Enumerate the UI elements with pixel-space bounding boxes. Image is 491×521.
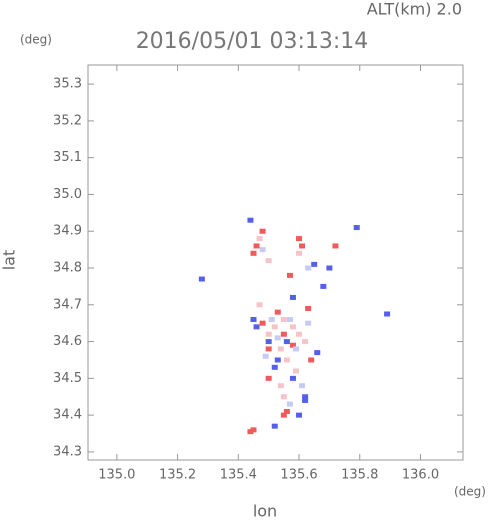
echo-point: [250, 317, 257, 323]
echo-point: [296, 331, 303, 337]
echo-point: [277, 346, 284, 352]
echo-point: [253, 243, 260, 249]
y-axis-label: lat: [0, 250, 19, 271]
echo-point: [250, 427, 257, 433]
y-tick-label: 34.5: [53, 371, 82, 386]
y-tick-label: 35.3: [53, 77, 82, 92]
echo-point: [274, 335, 281, 341]
echo-point: [302, 394, 309, 400]
echo-point: [286, 317, 293, 323]
echo-point: [286, 401, 293, 407]
y-tick-label: 35.1: [53, 150, 82, 165]
echo-point: [289, 294, 296, 300]
echo-point: [271, 324, 278, 330]
echo-point: [253, 324, 260, 330]
echo-point: [326, 265, 333, 271]
echo-point: [259, 320, 266, 326]
echo-point: [256, 236, 263, 242]
y-tick-label: 34.9: [53, 224, 82, 239]
y-tick-label: 34.7: [53, 297, 82, 312]
echo-point: [268, 317, 275, 323]
echo-point: [311, 261, 318, 267]
echo-point: [280, 317, 287, 323]
echo-point: [256, 302, 263, 308]
x-tick-label: 135.2: [159, 468, 196, 483]
echo-point: [289, 375, 296, 381]
echo-point: [299, 383, 306, 389]
x-axis-label: lon: [253, 502, 277, 521]
y-tick-label: 34.8: [53, 261, 82, 276]
y-tick-label: 34.3: [53, 444, 82, 459]
echo-point: [280, 412, 287, 418]
echo-point: [283, 408, 290, 414]
echo-point: [305, 320, 312, 326]
echo-point: [277, 383, 284, 389]
echo-point: [286, 272, 293, 278]
echo-point: [292, 368, 299, 374]
echo-point: [247, 217, 254, 223]
echo-point: [305, 265, 312, 271]
echo-point: [271, 364, 278, 370]
echo-point: [271, 423, 278, 429]
plot-frame: [87, 64, 464, 461]
echo-point: [265, 339, 272, 345]
echo-point: [274, 309, 281, 315]
y-tick-label: 34.4: [53, 408, 82, 423]
echo-point: [247, 429, 254, 435]
echo-point: [274, 357, 281, 363]
echo-point: [302, 397, 309, 403]
x-tick-label: 136.0: [402, 468, 439, 483]
echo-point: [283, 339, 290, 345]
echo-point: [308, 357, 315, 363]
echo-point: [283, 357, 290, 363]
echo-point: [259, 228, 266, 234]
echo-point: [259, 247, 266, 253]
x-tick-label: 135.8: [341, 468, 378, 483]
echo-point: [332, 243, 339, 249]
echo-point: [289, 342, 296, 348]
echo-point: [198, 276, 205, 282]
echo-point: [289, 324, 296, 330]
echo-point: [320, 283, 327, 289]
echo-point: [280, 394, 287, 400]
chart-title: 2016/05/01 03:13:14: [136, 29, 369, 54]
echo-point: [262, 353, 269, 359]
echo-point: [292, 346, 299, 352]
x-tick-label: 135.6: [280, 468, 317, 483]
echo-point: [384, 311, 391, 317]
x-unit: (deg): [454, 485, 486, 499]
echo-point: [265, 375, 272, 381]
y-tick-label: 35.2: [53, 113, 82, 128]
x-tick-label: 135.0: [98, 468, 135, 483]
echo-point: [314, 350, 321, 356]
y-tick-label: 35.0: [53, 187, 82, 202]
y-unit: (deg): [20, 33, 52, 47]
y-tick-label: 34.6: [53, 334, 82, 349]
echo-point: [302, 339, 309, 345]
echo-point: [296, 412, 303, 418]
echo-point: [250, 250, 257, 256]
echo-point: [265, 346, 272, 352]
x-tick-label: 135.4: [220, 468, 257, 483]
echo-point: [265, 258, 272, 264]
echo-point: [296, 250, 303, 256]
echo-point: [353, 225, 360, 231]
altitude-annotation: ALT(km) 2.0: [367, 0, 462, 19]
echo-point: [299, 243, 306, 249]
echo-point: [265, 331, 272, 337]
echo-point: [296, 236, 303, 242]
echo-point: [305, 305, 312, 311]
echo-point: [280, 331, 287, 337]
